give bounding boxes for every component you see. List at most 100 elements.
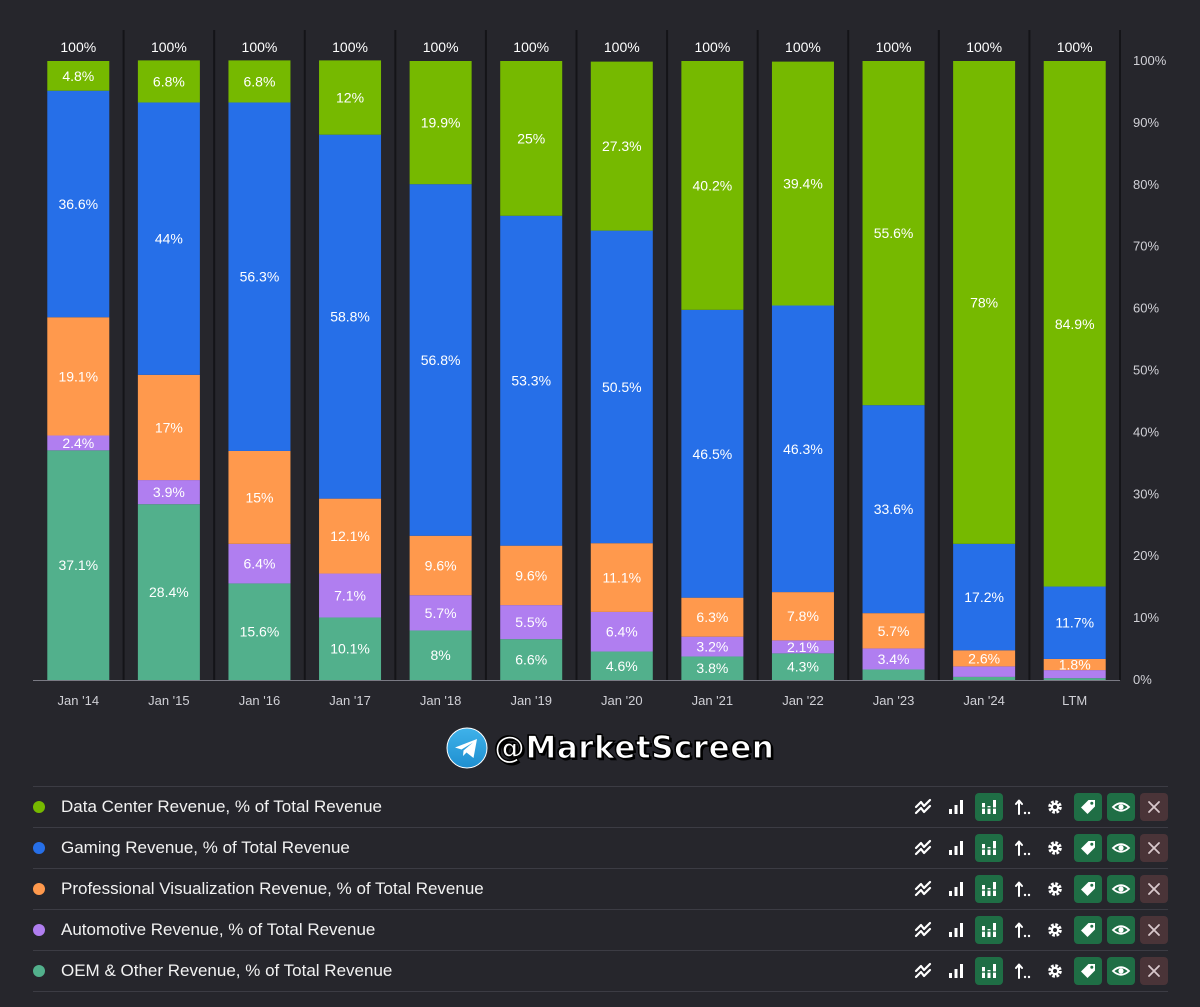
line-chart-icon [914, 798, 932, 815]
data-label: 25% [517, 130, 545, 146]
x-tick-label: Jan '18 [420, 693, 462, 708]
data-label: 78% [970, 294, 998, 310]
total-label: 100% [785, 39, 821, 55]
bar-segment [409, 535, 472, 596]
bar-segment [590, 651, 653, 680]
y-tick-label: 80% [1133, 177, 1159, 192]
bar-chart-icon [949, 841, 963, 855]
data-label: 9.6% [425, 557, 457, 573]
sort-button[interactable] [1008, 957, 1036, 985]
stacked-bar-button[interactable] [975, 875, 1003, 903]
tag-icon [1081, 964, 1095, 978]
eye-button[interactable] [1107, 957, 1135, 985]
data-label: 17.2% [964, 589, 1004, 605]
line-chart-button[interactable] [909, 793, 937, 821]
eye-button[interactable] [1107, 916, 1135, 944]
bar-segment [500, 605, 563, 640]
close-button[interactable] [1140, 834, 1168, 862]
bar-segment [228, 583, 291, 680]
bar-segment [953, 61, 1016, 544]
data-label: 56.8% [421, 352, 461, 368]
bar-chart-button[interactable] [942, 957, 970, 985]
data-label: 6.4% [243, 556, 275, 572]
close-icon [1148, 801, 1160, 813]
sort-button[interactable] [1008, 875, 1036, 903]
sort-button[interactable] [1008, 916, 1036, 944]
total-label: 100% [513, 39, 549, 55]
total-label: 100% [423, 39, 459, 55]
total-label: 100% [604, 39, 640, 55]
line-chart-button[interactable] [909, 834, 937, 862]
data-label: 6.8% [243, 73, 275, 89]
y-tick-label: 90% [1133, 115, 1159, 130]
legend-dot [33, 965, 45, 977]
tag-button[interactable] [1074, 916, 1102, 944]
gear-icon [1048, 841, 1062, 855]
data-label: 28.4% [149, 584, 189, 600]
close-button[interactable] [1140, 875, 1168, 903]
stacked-bar-button[interactable] [975, 793, 1003, 821]
data-label: 39.4% [783, 176, 823, 192]
data-label: 6.3% [696, 609, 728, 625]
close-button[interactable] [1140, 793, 1168, 821]
bar-segment [1043, 678, 1106, 680]
tag-button[interactable] [1074, 834, 1102, 862]
data-label: 12.1% [330, 528, 370, 544]
legend-label: Gaming Revenue, % of Total Revenue [61, 838, 350, 857]
data-label: 44% [155, 231, 183, 247]
sort-button[interactable] [1008, 834, 1036, 862]
bar-chart-button[interactable] [942, 793, 970, 821]
data-label: 58.8% [330, 309, 370, 325]
eye-button[interactable] [1107, 834, 1135, 862]
stacked-bar-button[interactable] [975, 957, 1003, 985]
close-icon [1148, 965, 1160, 977]
line-chart-icon [914, 921, 932, 938]
y-tick-label: 40% [1133, 424, 1159, 439]
gear-button[interactable] [1041, 916, 1069, 944]
data-label: 56.3% [240, 269, 280, 285]
eye-button[interactable] [1107, 793, 1135, 821]
bar-chart-button[interactable] [942, 916, 970, 944]
gear-button[interactable] [1041, 875, 1069, 903]
bar-segment [409, 595, 472, 631]
legend-actions [904, 792, 1168, 822]
tag-button[interactable] [1074, 957, 1102, 985]
x-tick-label: Jan '19 [510, 693, 552, 708]
data-label: 53.3% [511, 373, 551, 389]
close-button[interactable] [1140, 957, 1168, 985]
close-button[interactable] [1140, 916, 1168, 944]
eye-button[interactable] [1107, 875, 1135, 903]
bar-segment [1043, 586, 1106, 659]
total-label: 100% [60, 39, 96, 55]
data-label: 8% [431, 647, 451, 663]
bar-segment [771, 592, 834, 641]
bar-chart-button[interactable] [942, 875, 970, 903]
bar-segment [500, 545, 563, 606]
tag-button[interactable] [1074, 793, 1102, 821]
bar-chart-icon [949, 800, 963, 814]
watermark-text: @MarketScreen [493, 729, 775, 766]
bar-segment [1043, 61, 1106, 587]
bar-segment [590, 230, 653, 544]
y-tick-label: 0% [1133, 672, 1152, 687]
total-label: 100% [876, 39, 912, 55]
data-label: 17% [155, 419, 183, 435]
line-chart-button[interactable] [909, 916, 937, 944]
gear-button[interactable] [1041, 834, 1069, 862]
tag-button[interactable] [1074, 875, 1102, 903]
line-chart-button[interactable] [909, 957, 937, 985]
line-chart-button[interactable] [909, 875, 937, 903]
data-label: 15% [245, 489, 273, 505]
gear-button[interactable] [1041, 793, 1069, 821]
sort-button[interactable] [1008, 793, 1036, 821]
legend-actions [904, 874, 1168, 904]
bar-segment [409, 61, 472, 185]
stacked-bar-button[interactable] [975, 916, 1003, 944]
x-tick-label: Jan '23 [873, 693, 915, 708]
tag-icon [1081, 923, 1095, 937]
gear-button[interactable] [1041, 957, 1069, 985]
stacked-bar-button[interactable] [975, 834, 1003, 862]
data-label: 19.1% [58, 368, 98, 384]
bar-chart-button[interactable] [942, 834, 970, 862]
gear-icon [1048, 964, 1062, 978]
